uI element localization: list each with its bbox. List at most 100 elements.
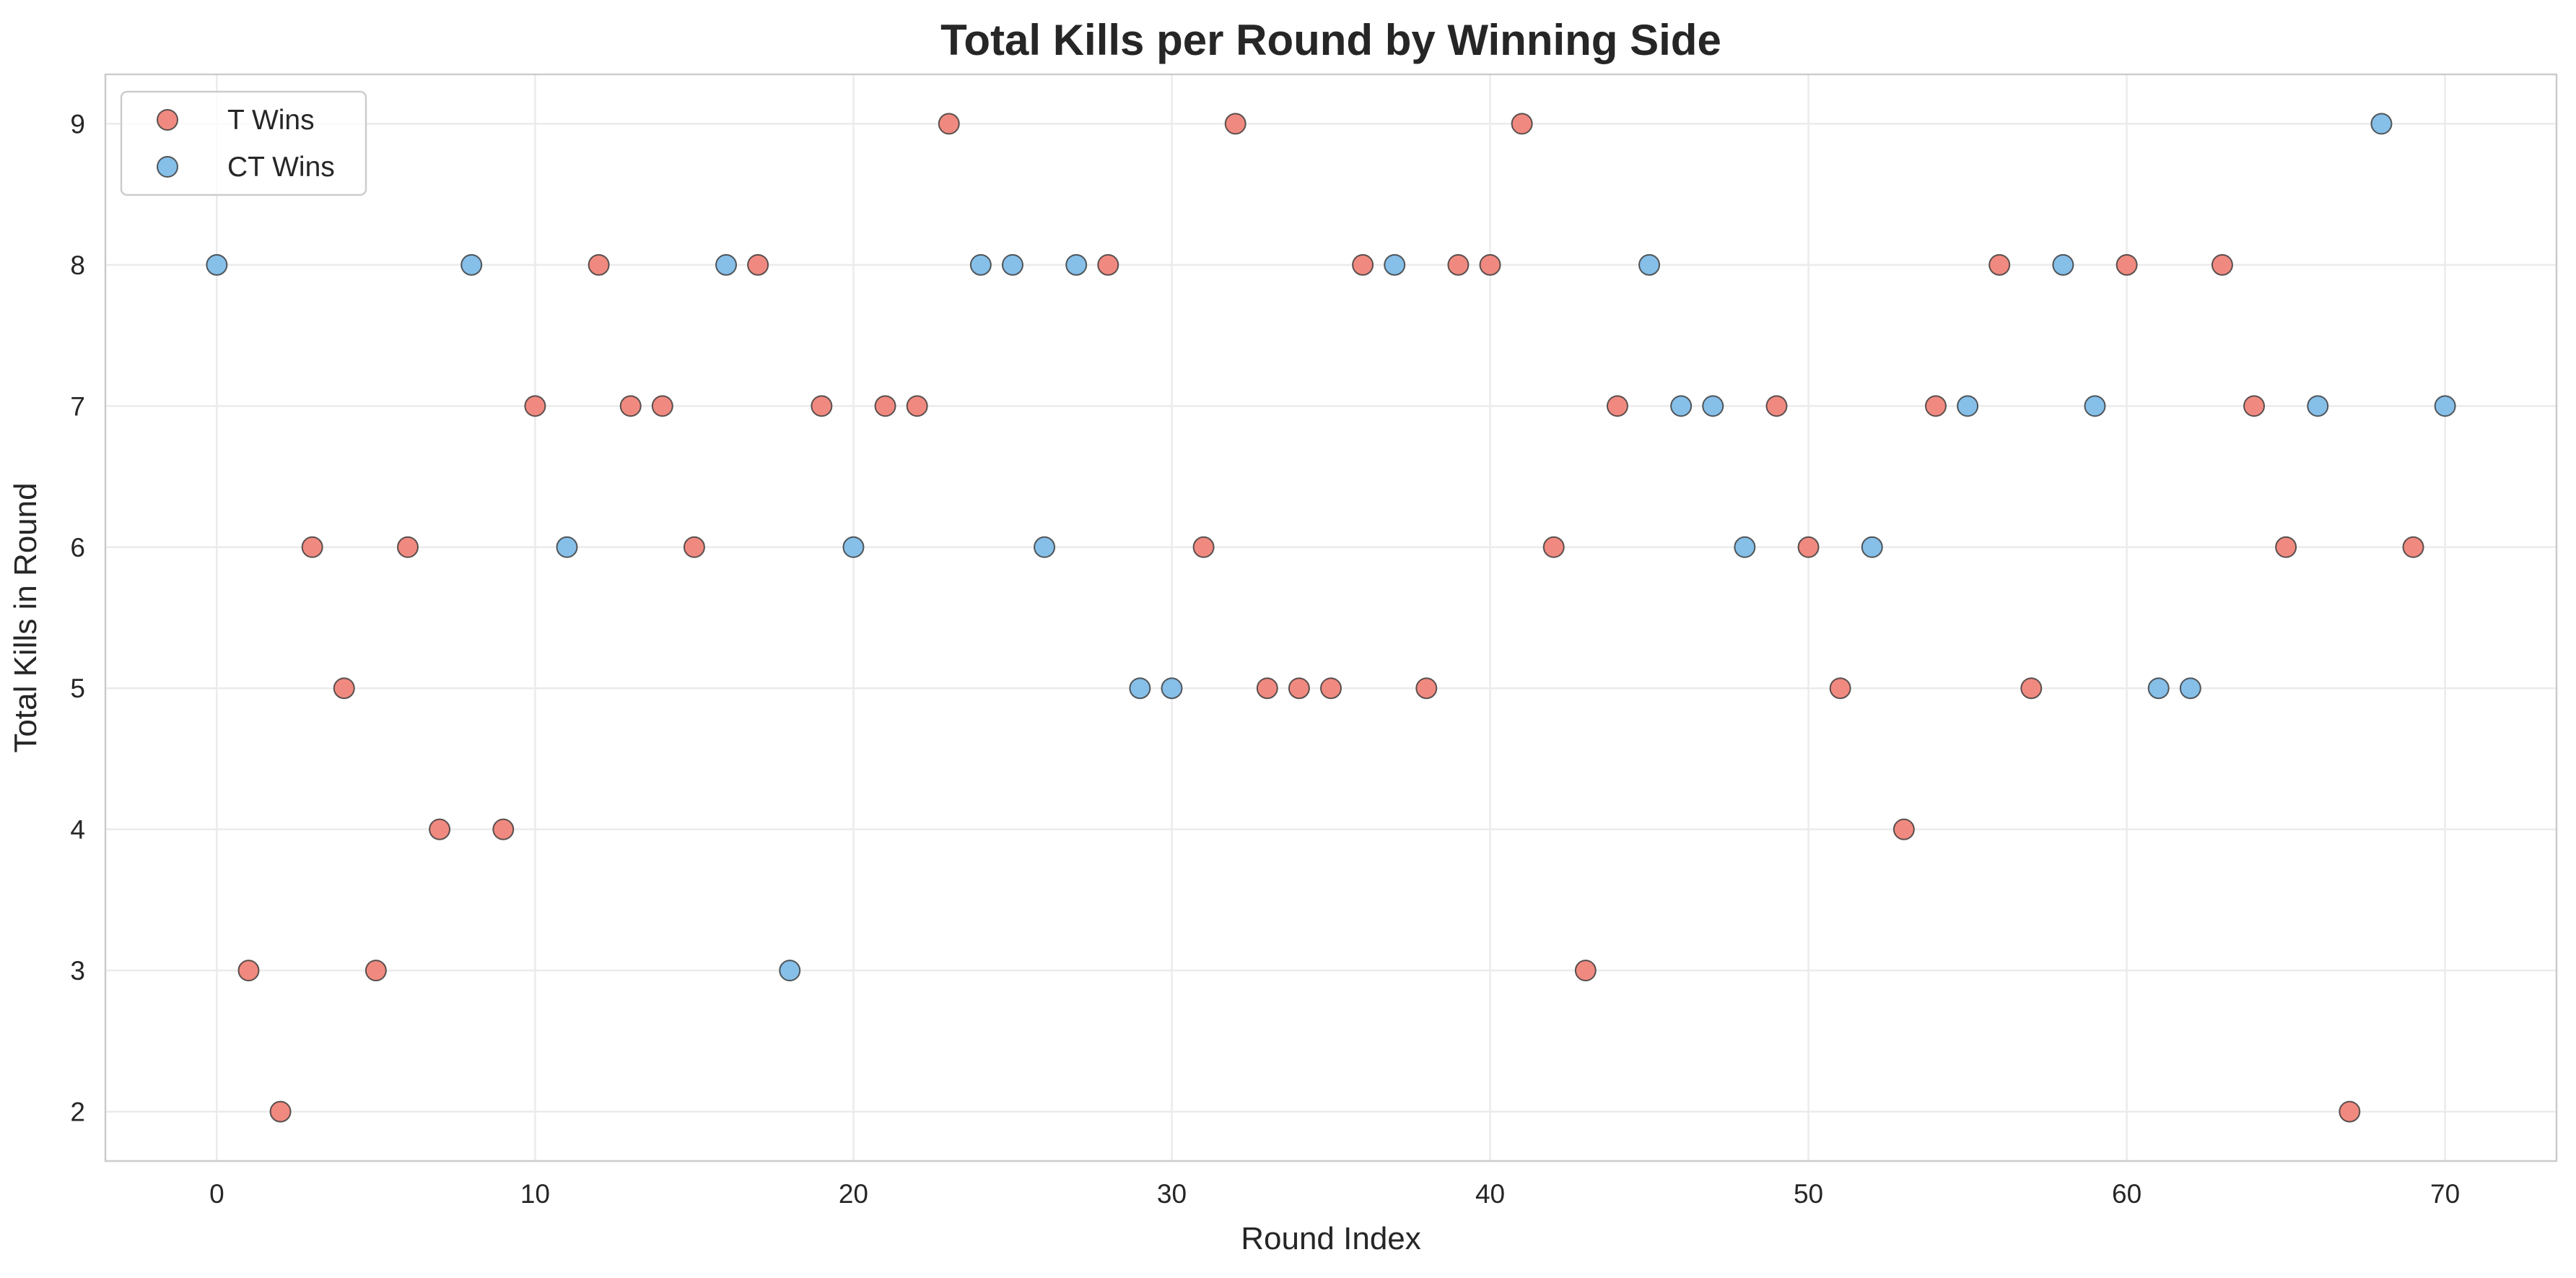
data-point [2307,395,2329,417]
data-point [1129,677,1151,700]
data-point [2147,677,2170,700]
y-tick-label: 7 [70,391,85,421]
legend-label-t-wins: T Wins [227,105,315,136]
data-point [2116,253,2138,276]
data-point [301,536,323,558]
data-point [1574,960,1597,982]
data-point [206,253,228,276]
data-point [1320,677,1342,700]
data-point [1065,253,1088,276]
legend-marker-t-wins [157,109,178,131]
data-point [237,960,260,982]
legend: T Wins CT Wins [120,90,367,196]
y-tick-label: 2 [70,1097,85,1127]
x-tick-label: 30 [1157,1179,1187,1209]
data-point [2020,677,2043,700]
y-tick-label: 6 [70,533,85,562]
data-point [1256,677,1278,700]
x-tick-label: 70 [2430,1179,2460,1209]
data-point [1957,395,1979,417]
data-point [1001,253,1023,276]
data-point [1606,395,1628,417]
data-point [779,960,801,982]
legend-box [120,90,367,196]
data-point [683,536,705,558]
data-point [269,1100,292,1123]
y-tick-label: 5 [70,674,85,703]
y-tick-label: 8 [70,251,85,280]
data-point [969,253,992,276]
tick-labels: 0 10 20 30 40 50 60 70 2 3 4 5 6 7 8 9 [70,109,2460,1209]
data-point [1097,253,1119,276]
data-point [524,395,546,417]
legend-marker-ct-wins [157,156,178,178]
data-point [1415,677,1438,700]
data-point [1288,677,1310,700]
series-ct-wins [206,113,2456,982]
data-point [1352,253,1374,276]
data-point [1861,536,1883,558]
data-point [396,536,419,558]
data-point [1797,536,1820,558]
data-point [1988,253,2011,276]
data-point [2370,113,2393,135]
data-point [811,395,833,417]
data-point [2211,253,2233,276]
data-point [2339,1100,2361,1123]
data-point [1447,253,1470,276]
y-tick-label: 4 [70,815,85,845]
data-point [1702,395,1724,417]
data-point [2275,536,2297,558]
data-point [747,253,769,276]
data-point [1384,253,1406,276]
data-point [1542,536,1565,558]
x-tick-label: 20 [839,1179,868,1209]
data-point [1924,395,1947,417]
data-point [429,818,451,840]
data-point [1224,113,1246,135]
data-point [1479,253,1501,276]
data-point [874,395,896,417]
x-tick-label: 10 [520,1179,550,1209]
data-point [619,395,642,417]
series-t-wins [237,113,2424,1123]
data-point [588,253,610,276]
data-points [206,113,2456,1123]
x-tick-label: 60 [2112,1179,2141,1209]
data-point [842,536,865,558]
data-point [2052,253,2074,276]
data-point [492,818,515,840]
x-tick-label: 0 [209,1179,224,1209]
data-point [1829,677,1851,700]
data-point [460,253,483,276]
data-point [333,677,355,700]
data-point [2243,395,2266,417]
data-point [1638,253,1661,276]
data-point [1765,395,1788,417]
data-point [2084,395,2106,417]
x-axis-label: Round Index [1241,1221,1421,1256]
data-point [2402,536,2424,558]
data-point [651,395,673,417]
chart-title: Total Kills per Round by Winning Side [940,16,1721,64]
data-point [938,113,960,135]
x-tick-label: 50 [1794,1179,1823,1209]
data-point [1192,536,1215,558]
data-point [1511,113,1533,135]
legend-label-ct-wins: CT Wins [227,152,335,183]
data-point [556,536,578,558]
data-point [1161,677,1183,700]
data-point [1670,395,1693,417]
data-point [2434,395,2456,417]
data-point [2179,677,2201,700]
x-tick-label: 40 [1475,1179,1505,1209]
y-tick-label: 9 [70,109,85,139]
data-point [1734,536,1756,558]
data-point [715,253,738,276]
data-point [1034,536,1056,558]
y-axis-label: Total Kills in Round [8,482,43,752]
plot-frame [104,73,2558,1162]
data-point [1892,818,1915,840]
